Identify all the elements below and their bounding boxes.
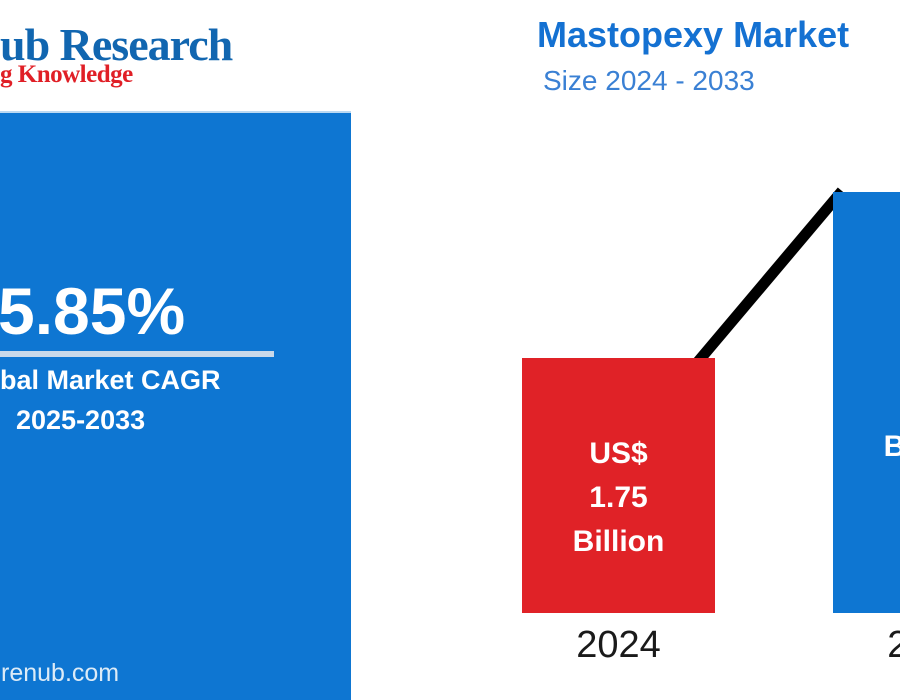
bar-2033-value-line2: 2.92 (833, 381, 900, 425)
bar-2033-value-line3: Billion (883, 429, 900, 463)
bar-2024-value-line3: Billion (572, 525, 665, 558)
cagr-divider (0, 351, 274, 357)
bar-2024-value-line1: US$ (589, 437, 648, 470)
cagr-period: 2025-2033 (16, 405, 146, 435)
bar-2033-value-line1: US$ (833, 337, 900, 381)
page-subtitle: Size 2024 - 2033 (543, 65, 755, 96)
page-title: Mastopexy Market (537, 14, 850, 55)
cagr-panel: 5.85% bal Market CAGR 2025-2033 renub.co… (0, 111, 351, 700)
logo-tagline: g Knowledge (0, 61, 133, 88)
bar-2033: US$ 2.92 Billion (833, 192, 900, 613)
axis-label-2024: 2024 (576, 624, 661, 666)
axis-label-2033: 2033 (887, 624, 900, 666)
website-url: renub.com (1, 659, 120, 687)
bar-2033-value: US$ 2.92 Billion (833, 337, 900, 469)
logo-text: ub Research (0, 19, 233, 70)
bar-2024-value-line2: 1.75 (589, 481, 648, 514)
cagr-caption: bal Market CAGR (0, 365, 221, 395)
cagr-value: 5.85% (0, 274, 186, 348)
bar-2024: US$ 1.75 Billion (522, 358, 715, 613)
bar-2024-value: US$ 1.75 Billion (522, 432, 715, 564)
